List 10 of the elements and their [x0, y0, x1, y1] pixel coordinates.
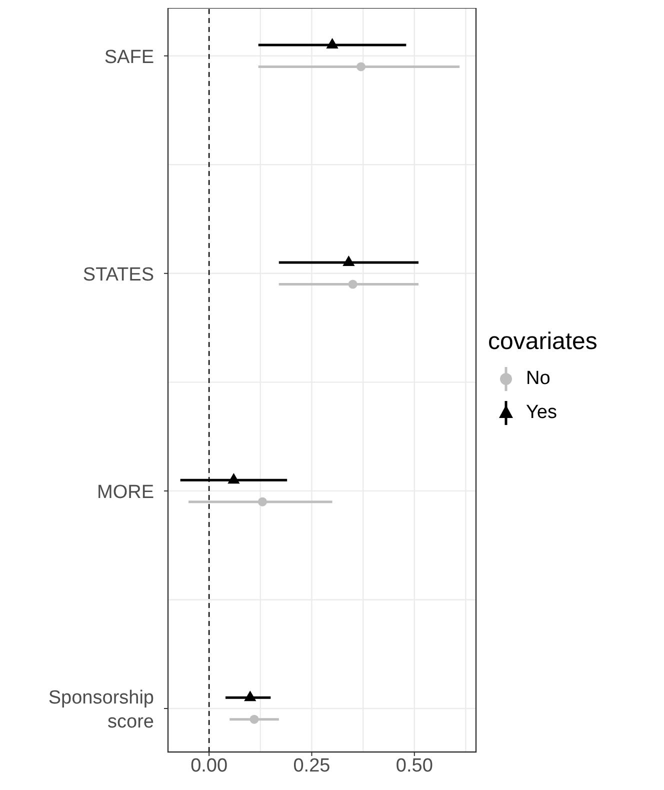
y-tick-label: SAFE	[104, 46, 154, 68]
y-tick-label: MORE	[97, 482, 154, 503]
legend-label: No	[526, 368, 550, 390]
x-tick-label: 0.25	[293, 755, 330, 776]
y-tick-label: STATES	[82, 264, 154, 286]
legend-label: Yes	[526, 402, 557, 424]
legend-title: covariates	[488, 328, 598, 356]
x-tick-label: 0.00	[190, 755, 228, 776]
x-tick-label: 0.50	[396, 755, 433, 776]
y-tick-label: Sponsorship score	[48, 687, 154, 732]
